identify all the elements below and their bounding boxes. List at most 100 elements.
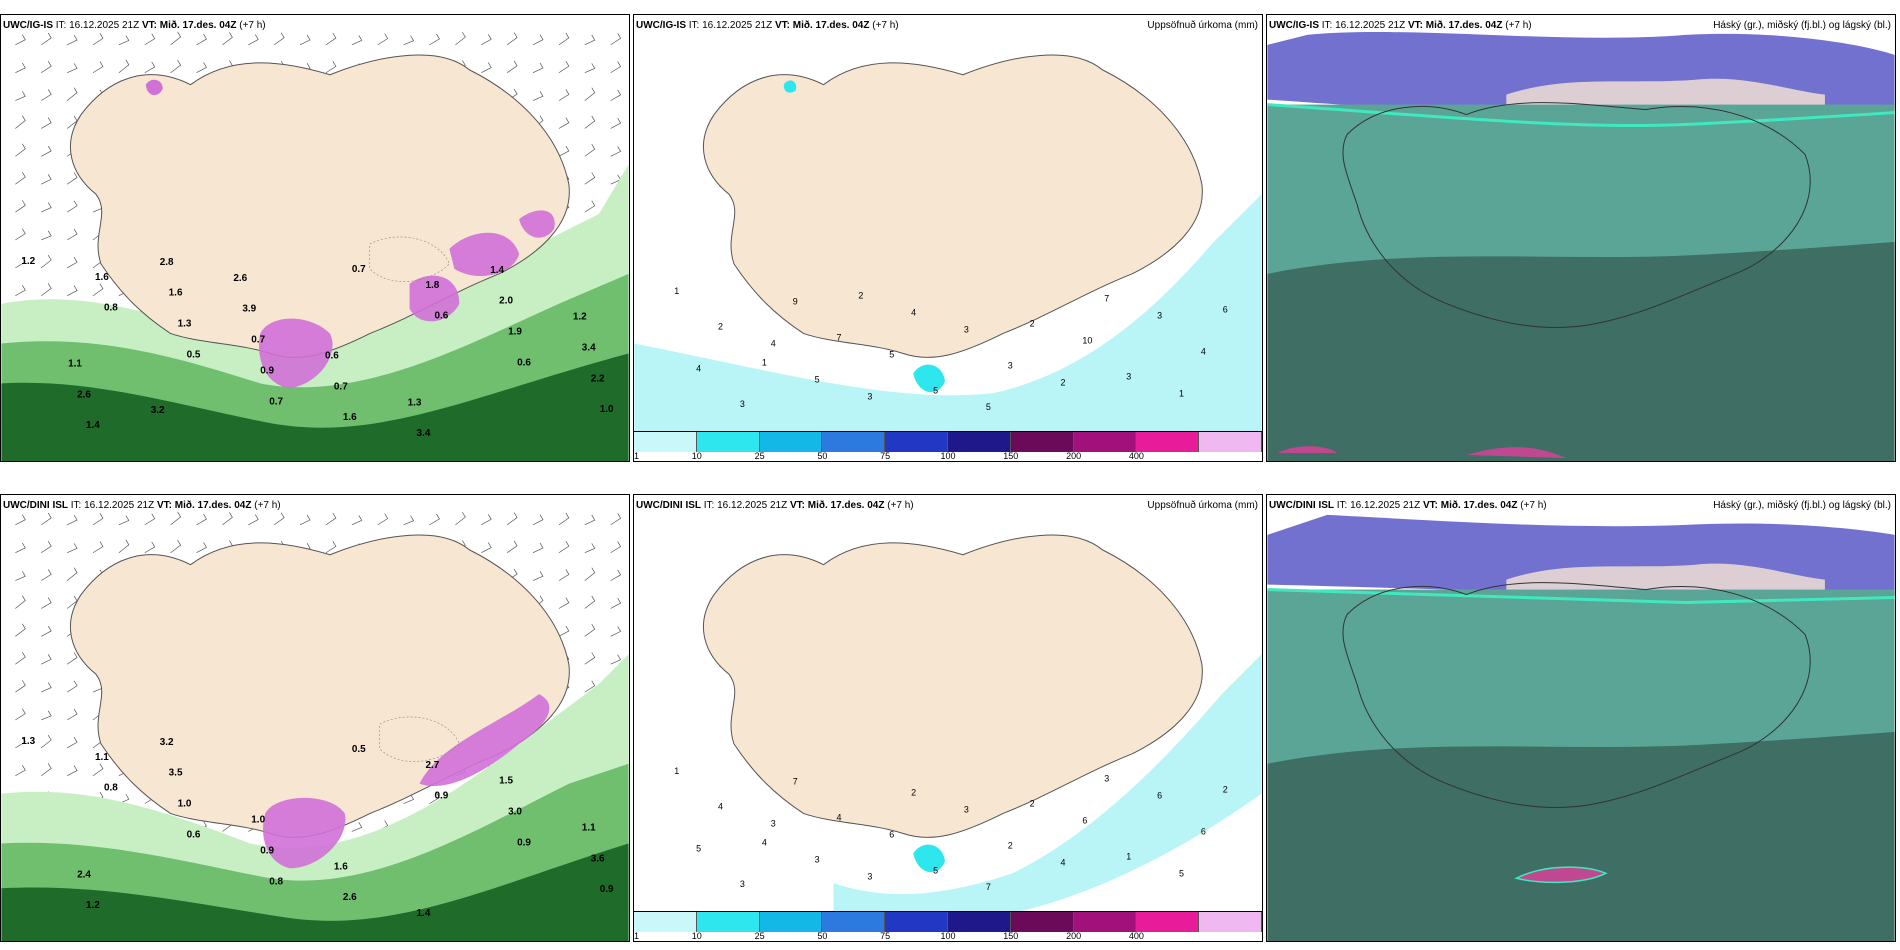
legend-tick: 100 <box>940 931 956 941</box>
wind-barb <box>558 117 570 129</box>
value-label: 3 <box>1008 360 1013 370</box>
value-label: 5 <box>986 402 991 412</box>
value-label: 2.0 <box>499 296 513 307</box>
legend-swatch <box>759 432 823 452</box>
it-label: IT: <box>688 20 700 31</box>
wind-barb <box>15 542 26 554</box>
value-label: 5 <box>933 385 938 395</box>
wind-barb <box>144 61 156 74</box>
wind-barb <box>170 540 182 554</box>
wind-barb <box>41 117 52 129</box>
wind-barb <box>532 34 544 46</box>
wind-barb <box>222 32 233 46</box>
map-igis-precip: 1.2 0.8 0.5 0.7 0.7 0.6 0.6 1.0 1.6 1.3 0.9 1.6 1.8 1… <box>1 15 629 461</box>
cyan-front <box>1267 103 1895 127</box>
value-label: 3 <box>1104 774 1109 784</box>
wind-barb <box>584 87 596 101</box>
wind-barb <box>325 32 337 46</box>
value-label: 3 <box>771 819 776 829</box>
wind-barb <box>15 256 26 269</box>
legend-swatch <box>885 912 948 932</box>
value-label: 5 <box>696 843 701 853</box>
legend-swatch <box>885 432 948 452</box>
value-label: 10 <box>1082 336 1092 346</box>
value-label: 3 <box>815 854 820 864</box>
value-label: 4 <box>1060 857 1065 867</box>
wind-barb <box>584 567 596 581</box>
value-label: 0.5 <box>352 744 366 755</box>
vt-label: VT: <box>1422 500 1438 511</box>
value-label: 1 <box>674 766 679 776</box>
wind-barb <box>66 708 78 721</box>
legend-tick: 200 <box>1066 451 1082 461</box>
wind-barb <box>429 33 440 46</box>
wind-barb <box>170 31 182 46</box>
wind-barb <box>66 34 78 46</box>
value-label: 1.1 <box>582 822 596 833</box>
legend-swatch <box>1010 912 1074 932</box>
model-name: UWC/IG-IS <box>3 20 53 31</box>
map-dini-precip: 1.3 0.8 0.6 0.8 0.5 0.9 0.9 0.9 1.1 1.0 0.9 2.6 2.7 3… <box>1 495 629 941</box>
value-label: 1.3 <box>21 736 35 747</box>
value-label: 2.4 <box>77 869 91 880</box>
wind-barb <box>41 202 52 213</box>
model-name: UWC/DINI ISL <box>1269 500 1334 511</box>
wind-barb <box>506 512 518 526</box>
wind-barb <box>92 513 104 526</box>
wind-barb <box>15 514 26 526</box>
wind-barb <box>41 763 52 777</box>
value-label: 1.3 <box>408 397 422 408</box>
value-label: 2 <box>1008 840 1013 850</box>
legend-tick: 75 <box>880 931 891 941</box>
wind-barb <box>584 595 596 609</box>
value-label: 0.9 <box>260 845 274 856</box>
value-label: 2 <box>858 291 863 301</box>
value-label: 0.7 <box>269 396 283 407</box>
value-label: 3 <box>1157 311 1162 321</box>
wind-barb <box>351 822 363 832</box>
value-label: 0.6 <box>517 357 531 368</box>
wind-barb <box>15 228 26 241</box>
lead-time: (+7 h) <box>239 20 266 31</box>
precip-values: 1.3 0.8 0.6 0.8 0.5 0.9 0.9 0.9 1.1 1.0 0.9 2.6 2.7 3… <box>21 736 614 919</box>
legend-swatch <box>759 912 823 932</box>
legend-swatch <box>634 912 697 932</box>
legend-colorbar <box>634 431 1262 452</box>
wind-barb <box>66 543 78 554</box>
wind-barb <box>377 513 389 526</box>
wind-barb <box>532 514 544 526</box>
wind-barb <box>584 144 596 157</box>
legend-tick: 10 <box>691 931 702 941</box>
value-label: 4 <box>762 837 767 847</box>
legend-swatch <box>1136 432 1200 452</box>
wind-barb <box>558 61 570 74</box>
legend-tick: 75 <box>880 451 891 461</box>
wind-barb <box>41 569 52 581</box>
wind-barb <box>170 60 182 74</box>
value-label: 1.0 <box>178 799 192 810</box>
legend-swatch <box>1010 432 1074 452</box>
wind-barb <box>273 512 285 526</box>
value-label: 1 <box>1126 851 1131 861</box>
wind-barb <box>15 765 26 777</box>
value-label: 6 <box>1082 816 1087 826</box>
value-label: 3 <box>867 871 872 881</box>
value-label: 2 <box>1223 785 1228 795</box>
wind-barb <box>144 33 156 46</box>
wind-barb <box>584 680 596 693</box>
wind-barb <box>584 514 596 526</box>
it-label: IT: <box>703 500 715 511</box>
iceland-land <box>703 534 1203 838</box>
wind-barb <box>455 511 466 526</box>
wind-barb <box>41 654 52 665</box>
it-label: IT: <box>70 500 82 511</box>
model-name: UWC/IG-IS <box>636 20 686 31</box>
value-label: 5 <box>933 865 938 875</box>
wind-barb <box>455 31 466 46</box>
value-label: 2.7 <box>426 760 440 771</box>
value-label: 1 <box>1179 388 1184 398</box>
legend-tick: 50 <box>817 931 828 941</box>
value-label: 4 <box>718 802 723 812</box>
